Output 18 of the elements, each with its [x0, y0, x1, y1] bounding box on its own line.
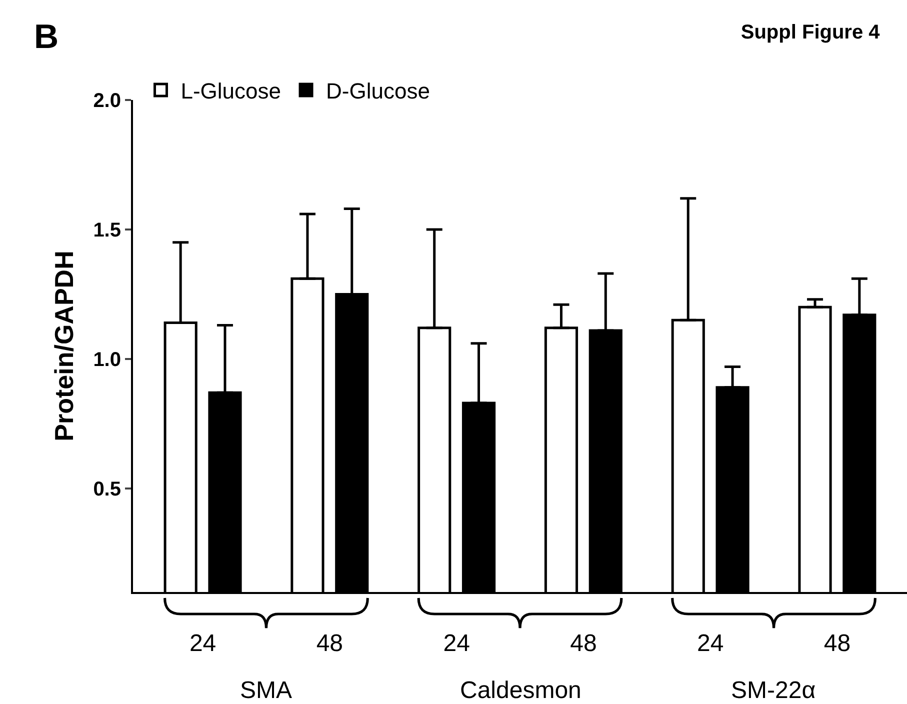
x-tick-label: 24 — [189, 630, 216, 657]
x-tick-label: 48 — [570, 630, 597, 657]
chart-title: Suppl Figure 4 — [740, 22, 881, 44]
x-tick-label: 24 — [696, 630, 724, 657]
text: SM-22α — [731, 677, 816, 704]
text: Caldesmon — [460, 677, 582, 704]
x-tick-label: 24 — [443, 630, 470, 657]
text: B — [34, 18, 59, 56]
y-tick-label: 1.0 — [93, 348, 121, 371]
y-axis-title: Protein/GAPDH — [49, 250, 80, 442]
text: SMA — [240, 677, 292, 704]
legend-label: D-Glucose — [326, 78, 430, 104]
y-tick-label: 0.5 — [93, 478, 121, 500]
y-tick-label: 2.0 — [93, 90, 121, 112]
legend-label: L-Glucose — [180, 78, 282, 104]
y-tick-label: 1.5 — [93, 219, 121, 242]
x-tick-label: 48 — [824, 630, 851, 657]
x-tick-label: 48 — [316, 630, 344, 657]
